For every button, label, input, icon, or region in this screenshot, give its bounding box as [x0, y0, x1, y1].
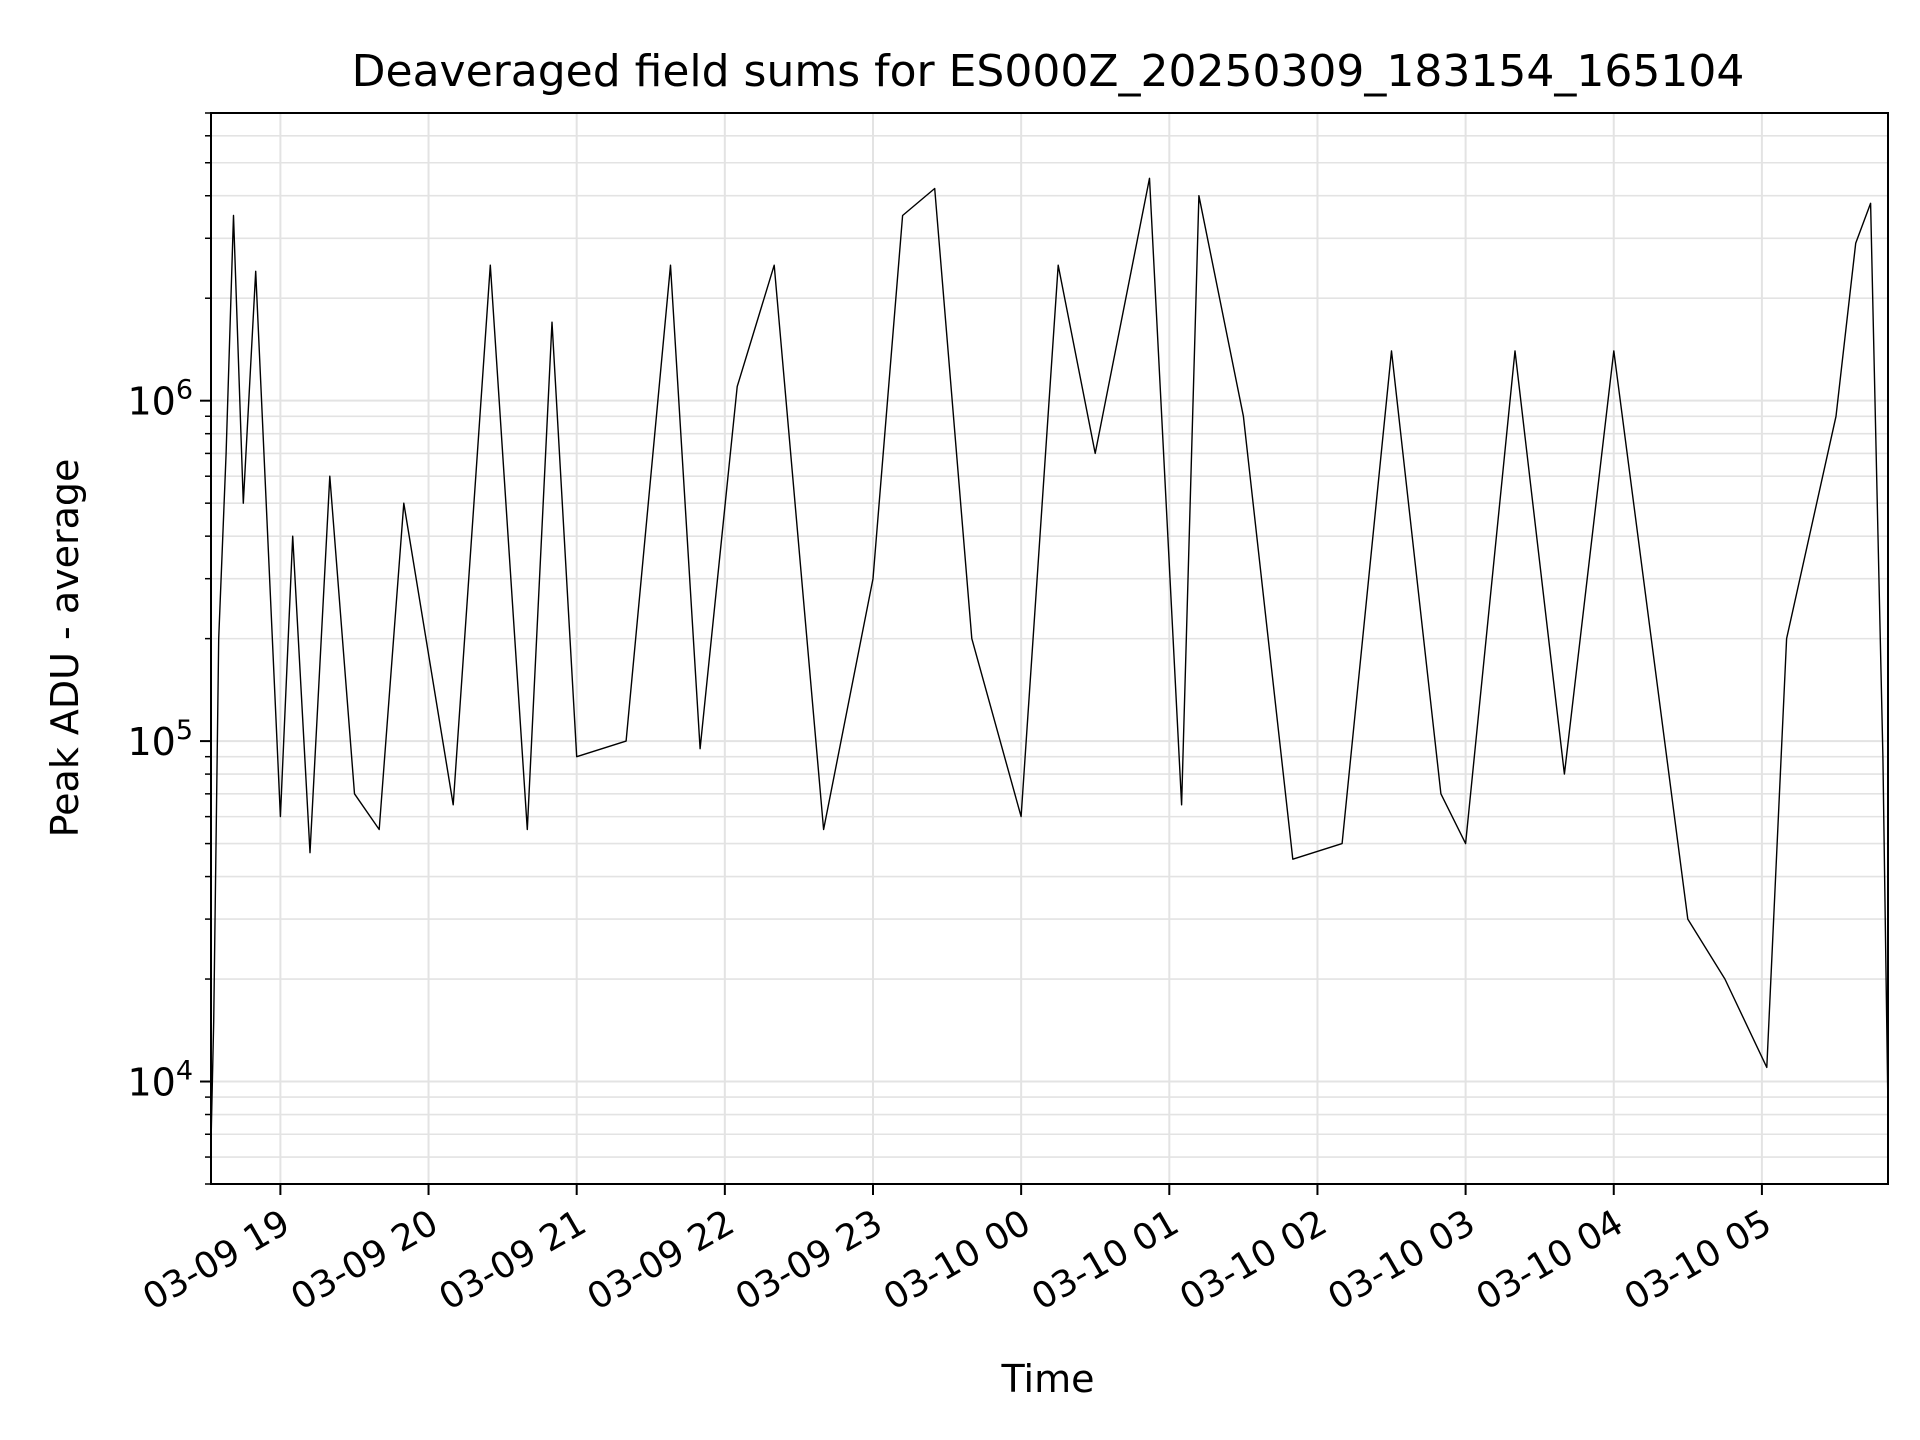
grid [211, 112, 1888, 1185]
y-tick-base: 10 [127, 380, 175, 424]
y-tick-exponent: 6 [176, 375, 193, 406]
series-line [210, 177, 1889, 1135]
y-tick-base: 10 [127, 720, 175, 764]
y-tick-exponent: 4 [176, 1056, 193, 1087]
x-axis-label: Time [1001, 1357, 1095, 1401]
y-axis-label: Peak ADU - average [43, 459, 87, 838]
y-tick-label: 104 [127, 1056, 193, 1105]
plot-frame [210, 112, 1889, 1185]
series-layer [210, 177, 1889, 1135]
y-tick-label: 105 [127, 715, 193, 764]
y-tick-base: 10 [127, 1061, 175, 1105]
y-tick-label: 106 [127, 375, 193, 424]
y-tick-exponent: 5 [176, 715, 193, 746]
chart-title: Deaveraged field sums for ES000Z_2025030… [352, 46, 1745, 97]
